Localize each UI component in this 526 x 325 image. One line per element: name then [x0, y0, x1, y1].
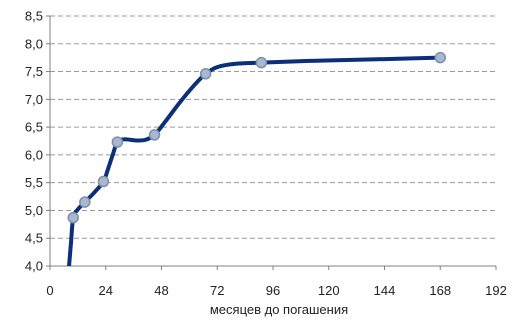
x-tick-label: 168 [429, 283, 451, 298]
x-axis-label: месяцев до погашения [210, 302, 348, 317]
y-tick-label: 4,5 [25, 231, 43, 246]
x-tick-labels: 0 24 48 72 96 120 144 168 192 [46, 283, 506, 298]
plot-area [67, 51, 446, 266]
y-tick-label: 5,0 [25, 203, 43, 218]
x-tick-label: 0 [46, 283, 53, 298]
y-tick-label: 6,5 [25, 120, 43, 135]
y-tick-label: 8,0 [25, 36, 43, 51]
y-tick-label: 7,5 [25, 64, 43, 79]
y-tick-label: 6,0 [25, 147, 43, 162]
x-tick-label: 120 [318, 283, 340, 298]
data-point [255, 56, 268, 69]
y-tick-label: 8,5 [25, 9, 43, 24]
y-tick-label: 4,0 [25, 259, 43, 274]
y-tick-label: 7,0 [25, 92, 43, 107]
data-point [111, 136, 124, 148]
data-point [97, 175, 110, 188]
axes [46, 15, 497, 270]
data-point [67, 211, 79, 224]
data-point [434, 51, 446, 64]
x-tick-label: 72 [210, 283, 224, 298]
x-tick-label: 24 [99, 283, 113, 298]
data-point [199, 68, 212, 80]
x-tick-label: 192 [485, 283, 507, 298]
y-tick-label: 5,5 [25, 175, 43, 190]
grid-lines [50, 15, 496, 239]
data-point [79, 196, 91, 208]
x-tick-label: 96 [266, 283, 280, 298]
series-line-0 [67, 55, 443, 266]
x-tick-label: 48 [154, 283, 168, 298]
data-point [148, 129, 161, 141]
x-tick-label: 144 [374, 283, 396, 298]
y-tick-labels: 4,0 4,5 5,0 5,5 6,0 6,5 7,0 7,5 8,0 8,5 [25, 9, 43, 274]
